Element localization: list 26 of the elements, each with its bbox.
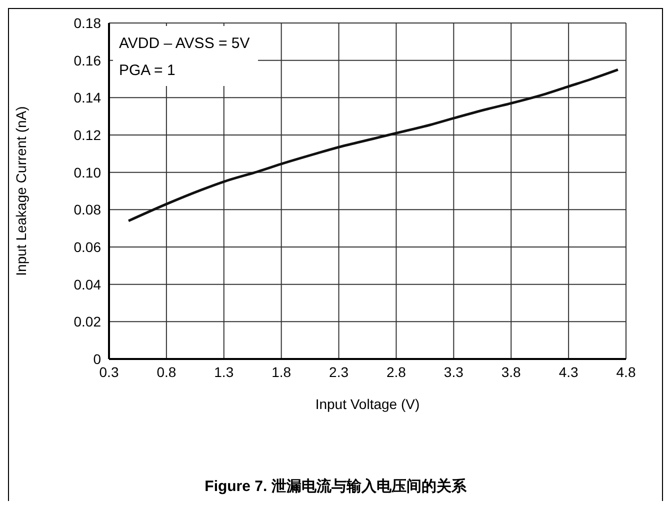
x-tick-label: 2.3 (329, 364, 349, 380)
y-tick-label: 0.18 (74, 14, 102, 31)
y-tick-label: 0.04 (74, 276, 102, 292)
x-tick-label: 1.8 (272, 364, 292, 380)
annotation: AVDD – AVSS = 5V (119, 34, 250, 54)
x-axis-title: Input Voltage (V) (315, 396, 420, 412)
annotation: PGA = 1 (119, 61, 176, 81)
x-tick-label: 3.3 (444, 364, 464, 380)
x-tick-label: 0.8 (156, 364, 176, 380)
x-tick-label: 4.3 (558, 364, 578, 380)
x-tick-label: 4.8 (616, 364, 636, 380)
y-tick-label: 0 (93, 350, 102, 367)
x-tick-label: 3.8 (501, 364, 522, 380)
x-tick-label: 1.3 (214, 364, 234, 380)
x-tick-label: 0.3 (99, 364, 119, 380)
y-tick-label: 0.06 (74, 238, 102, 255)
y-tick-label: 0.16 (74, 52, 102, 68)
y-tick-label: 0.02 (74, 314, 102, 330)
x-tick-label: 2.8 (386, 364, 406, 380)
caption: Figure 7. 泄漏电流与输入电压间的关系 (204, 477, 468, 496)
note-box: AVDD – AVSS = 5V PGA = 1 (113, 26, 258, 86)
y-axis-title: Input Leakage Current (nA) (12, 106, 29, 276)
y-tick-label: 0.12 (74, 126, 102, 143)
y-tick-label: 0.14 (74, 90, 102, 106)
y-tick-label: 0.10 (74, 164, 102, 180)
y-tick-label: 0.08 (74, 202, 102, 218)
